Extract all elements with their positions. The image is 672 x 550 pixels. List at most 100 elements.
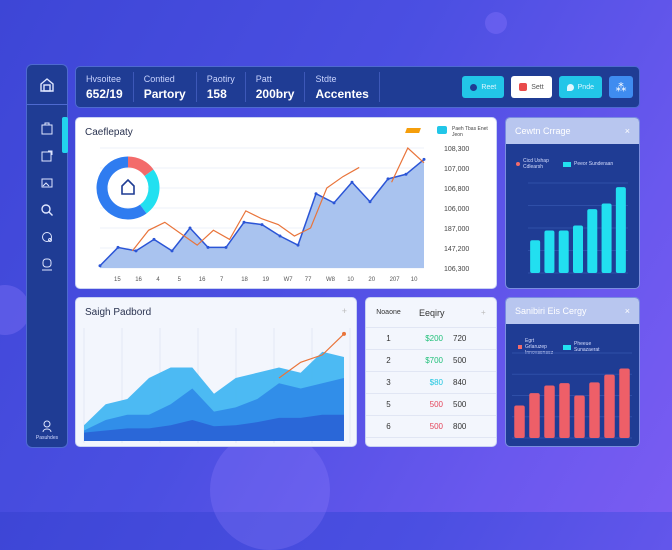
table-row[interactable]: 2 $700 500 [366, 350, 496, 372]
table-header-no: Noaone [376, 309, 401, 316]
sidebar-item-search[interactable] [27, 196, 67, 223]
row-value: 500 [453, 356, 467, 365]
sidebar-item-profile[interactable] [27, 250, 67, 277]
red-bar [619, 368, 630, 438]
y-tick-label: 108,300 [444, 146, 469, 153]
stat-label: Hvsoitee [86, 73, 122, 84]
row-number: 3 [386, 378, 391, 387]
blue-point [260, 223, 264, 227]
stat-value: 158 [206, 86, 227, 101]
blue-point [152, 237, 156, 241]
globe-icon [42, 231, 52, 242]
sidebar-item-edit[interactable] [27, 142, 67, 169]
orange-line [131, 166, 360, 252]
x-tick-label: 16 [199, 277, 206, 283]
sidebar: Pasuhdes [26, 64, 68, 448]
x-tick-label: W7 [284, 277, 294, 283]
blue-point [206, 245, 210, 249]
x-tick-label: 77 [305, 277, 312, 283]
x-tick-label: 18 [241, 277, 248, 283]
red-bar [544, 385, 555, 438]
row-number: 1 [386, 334, 391, 343]
reset-icon [470, 83, 478, 91]
table-row[interactable]: 5 500 500 [366, 394, 496, 416]
y-tick-label: 107,000 [444, 166, 469, 173]
table-row[interactable]: 3 $80 840 [366, 372, 496, 394]
growth-bar [530, 240, 541, 273]
red-bar [604, 374, 615, 438]
stat-1: Contied Partory [134, 72, 197, 102]
growth-bar [615, 187, 626, 273]
data-table-card: Noaone Eeqiry + 1 $200 720 2 $700 500 3 $80 840 5 50… [365, 297, 497, 447]
x-tick-label: 7 [220, 277, 224, 283]
sidebar-item-reports[interactable] [27, 115, 67, 142]
bottom-left-card: Saigh Padbord + [75, 297, 357, 447]
close-icon[interactable]: × [624, 306, 630, 316]
add-icon[interactable]: + [341, 306, 347, 316]
table-row[interactable]: 1 $200 720 [366, 328, 496, 350]
donut-slice [127, 156, 154, 177]
y-tick-label: 106,800 [444, 186, 469, 193]
y-tick-label: 106,300 [444, 266, 469, 273]
main-chart-card: Caeflepaty Paeh Tbas Enet Jeon 108,300 10… [75, 117, 497, 289]
reports-icon [41, 122, 53, 134]
growth-bar [558, 230, 569, 273]
bottom-left-title: Saigh Padbord [85, 307, 152, 318]
sidebar-footer[interactable]: Pasuhdes [27, 419, 67, 441]
table-header-entry: Eeqiry [419, 307, 445, 318]
growth-bar [573, 225, 583, 273]
stat-label: Patt [255, 73, 272, 84]
row-number: 5 [386, 400, 391, 409]
stat-value: Accentes [315, 86, 369, 101]
table-menu-icon[interactable]: + [481, 308, 486, 317]
area-series [84, 414, 344, 441]
blue-point [350, 180, 354, 184]
blue-area [100, 159, 424, 268]
blue-point [242, 220, 246, 224]
stat-label: Paotiry [206, 73, 235, 84]
main-chart-title: Caeflepaty [85, 127, 133, 138]
stat-0: Hvsoitee 652/19 [76, 72, 134, 102]
red-bar-chart [512, 352, 632, 439]
home-icon [121, 178, 135, 195]
blue-point [134, 249, 138, 253]
y-tick-label: 106,000 [444, 206, 469, 213]
red-bar [589, 382, 600, 438]
sidebar-item-media[interactable] [27, 169, 67, 196]
growth-legend-2: Peeor Sunderaan [563, 158, 613, 170]
x-tick-label: 20 [368, 277, 375, 283]
home-button[interactable] [27, 65, 67, 105]
x-tick-label: 10 [347, 277, 354, 283]
settings-button[interactable]: Sett [511, 76, 552, 98]
table-row[interactable]: 6 500 800 [366, 416, 496, 438]
row-number: 6 [386, 422, 391, 431]
stacked-area-chart [83, 328, 351, 443]
grid-icon: ⁂ [615, 81, 627, 94]
donut-hole [109, 169, 147, 207]
row-value: 840 [453, 378, 467, 387]
reset-button[interactable]: Reet [462, 76, 505, 98]
blue-point [278, 234, 282, 238]
y-tick-label: 187,000 [444, 226, 469, 233]
stat-value: 200bry [255, 86, 295, 101]
drop-icon [566, 83, 574, 91]
sidebar-item-explore[interactable] [27, 223, 67, 250]
stat-label: Contied [143, 73, 175, 84]
close-icon[interactable]: × [624, 126, 630, 136]
active-indicator [62, 117, 68, 153]
stat-3: Patt 200bry [246, 72, 306, 102]
blue-point [116, 245, 120, 249]
pending-button[interactable]: Pnde [558, 76, 602, 98]
image-icon [41, 178, 53, 187]
search-icon [41, 203, 53, 216]
donut-slice [96, 156, 147, 220]
x-tick-label: W8 [326, 277, 336, 283]
bottom-right-card: Sanibiri Eis Cergy × Egrt Grlaruzep Innov… [505, 297, 640, 447]
orange-line [278, 333, 345, 379]
growth-legend-1: Cicd Ushap Cdlearsh [516, 158, 553, 170]
blue-point [368, 200, 372, 204]
settings-user-icon [42, 420, 52, 433]
grid-menu-button[interactable]: ⁂ [609, 76, 633, 98]
x-tick-label: 10 [411, 277, 418, 283]
red-bar [559, 383, 570, 438]
